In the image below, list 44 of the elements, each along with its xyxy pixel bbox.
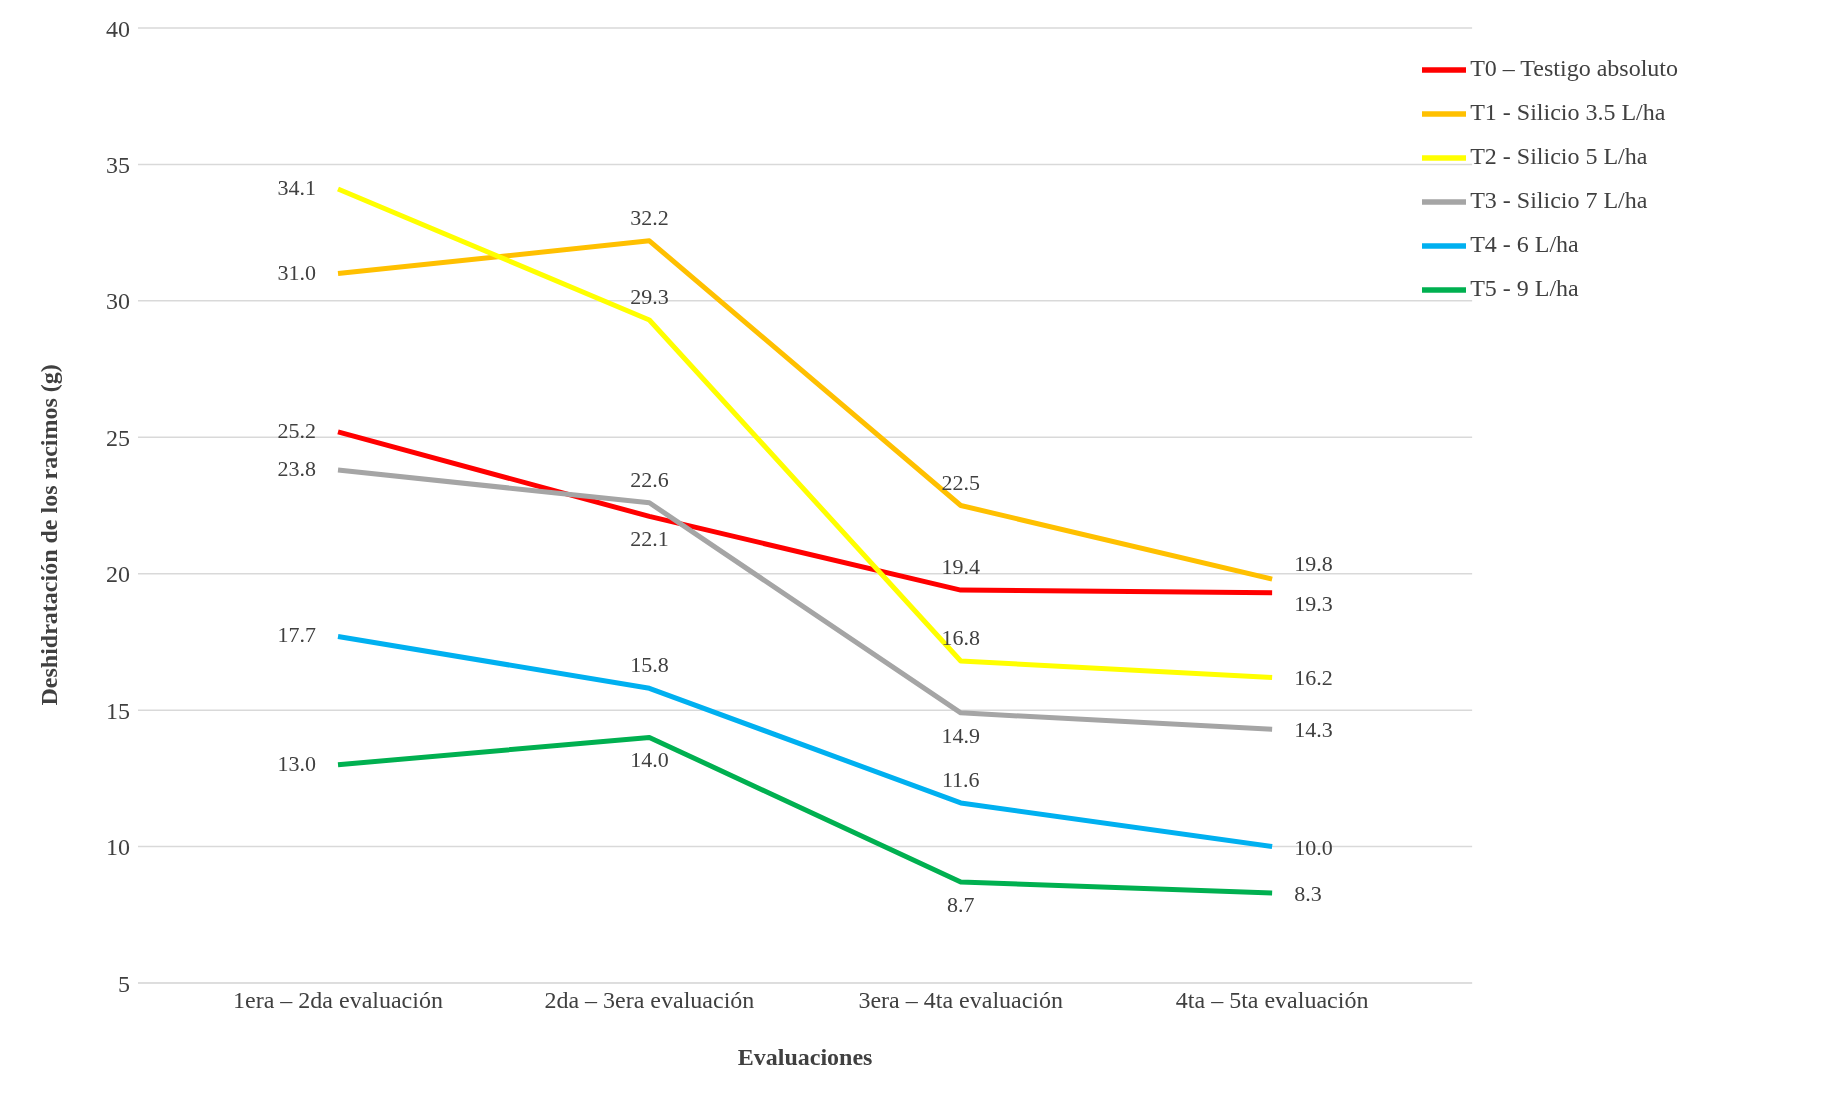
x-tick-label: 2da – 3era evaluación — [544, 987, 755, 1014]
x-axis-title: Evaluaciones — [737, 1044, 873, 1070]
legend-label: T0 – Testigo absoluto — [1470, 54, 1678, 81]
data-label: 17.7 — [277, 622, 316, 648]
legend-label: T1 - Silicio 3.5 L/ha — [1470, 98, 1666, 125]
legend-label: T2 - Silicio 5 L/ha — [1470, 142, 1648, 169]
y-tick-label: 20 — [106, 561, 130, 588]
y-axis-title: Deshidratación de los racimos (g) — [35, 364, 62, 706]
legend-label: T3 - Silicio 7 L/ha — [1470, 186, 1648, 213]
data-label: 22.1 — [630, 526, 669, 552]
data-label: 16.2 — [1294, 665, 1333, 691]
data-label: 25.2 — [277, 417, 316, 443]
data-label: 23.8 — [277, 456, 316, 482]
y-tick-label: 15 — [106, 697, 130, 724]
data-label: 8.3 — [1294, 880, 1322, 906]
y-tick-label: 10 — [106, 834, 130, 861]
y-tick-label: 40 — [106, 15, 130, 42]
y-tick-label: 30 — [106, 288, 130, 315]
data-label: 8.7 — [947, 892, 975, 918]
data-label: 10.0 — [1294, 834, 1333, 860]
data-label: 16.8 — [941, 625, 980, 651]
data-label: 19.3 — [1294, 590, 1333, 616]
data-label: 31.0 — [277, 259, 316, 285]
data-label: 19.4 — [941, 554, 980, 580]
data-label: 34.1 — [277, 174, 316, 200]
x-tick-label: 4ta – 5ta evaluación — [1175, 987, 1369, 1014]
y-tick-label: 35 — [106, 151, 130, 178]
x-tick-label: 3era – 4ta evaluación — [858, 987, 1064, 1014]
data-label: 15.8 — [630, 652, 669, 678]
data-label: 14.0 — [630, 747, 669, 773]
data-label: 19.8 — [1294, 551, 1333, 577]
data-label: 29.3 — [630, 283, 669, 309]
data-label: 13.0 — [277, 750, 316, 776]
legend-label: T4 - 6 L/ha — [1470, 230, 1579, 257]
legend-label: T5 - 9 L/ha — [1470, 274, 1579, 301]
data-label: 22.5 — [941, 469, 980, 495]
y-tick-label: 5 — [118, 970, 130, 997]
data-label: 22.6 — [630, 466, 669, 492]
data-label: 14.3 — [1294, 717, 1333, 743]
data-label: 32.2 — [630, 204, 669, 230]
x-tick-label: 1era – 2da evaluación — [233, 987, 443, 1014]
data-label: 14.9 — [941, 722, 980, 748]
data-label: 11.6 — [941, 766, 980, 792]
y-tick-label: 25 — [106, 424, 130, 451]
